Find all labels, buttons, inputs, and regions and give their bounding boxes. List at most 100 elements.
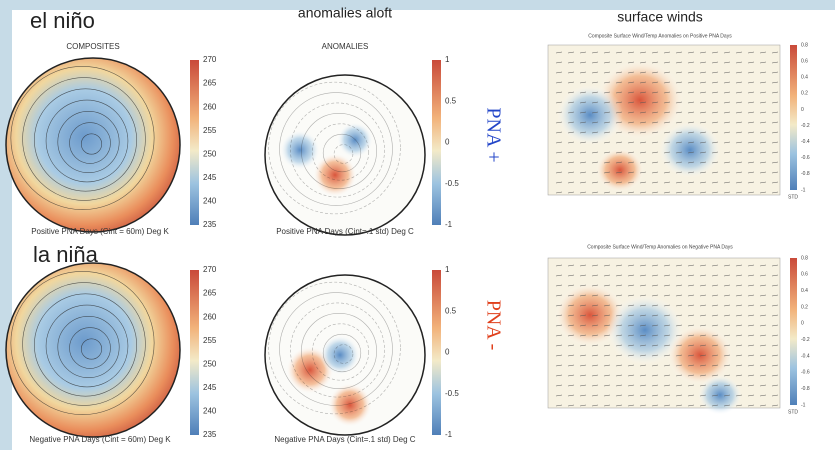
wind-arrow (675, 141, 683, 144)
colorbar-tick-label: -0.8 (801, 386, 810, 392)
wind-arrow (699, 374, 707, 377)
wind-arrow (579, 141, 587, 144)
colorbar (790, 45, 797, 190)
wind-arrow (747, 394, 755, 397)
wind-arrow (759, 141, 767, 144)
wind-arrow (771, 171, 779, 174)
wind-arrow (759, 91, 767, 94)
wind-arrow (591, 141, 599, 144)
panel-title: ANOMALIES (322, 42, 369, 51)
wind-arrow (747, 181, 755, 184)
wind-arrow (699, 344, 707, 347)
wind-arrow (747, 191, 755, 194)
wind-arrow (555, 121, 563, 124)
wind-arrow (747, 294, 755, 297)
wind-arrow (675, 111, 683, 114)
wind-arrow (615, 141, 623, 144)
wind-arrow (603, 71, 611, 74)
wind-arrow (723, 161, 731, 164)
wind-arrow (759, 344, 767, 347)
wind-arrow (699, 334, 707, 337)
colorbar-tick-label: 1 (445, 265, 450, 274)
anomaly-area (595, 148, 645, 192)
wind-arrow (747, 324, 755, 327)
wind-arrow (639, 334, 647, 337)
colorbar-tick-label: 255 (203, 126, 217, 135)
wind-arrow (639, 181, 647, 184)
wind-arrow (723, 141, 731, 144)
wind-arrow (687, 294, 695, 297)
wind-arrow (603, 101, 611, 104)
wind-arrow (747, 264, 755, 267)
wind-arrow (687, 61, 695, 64)
wind-arrow (747, 71, 755, 74)
wind-arrow (555, 131, 563, 134)
wind-arrow (759, 171, 767, 174)
wind-arrow (579, 61, 587, 64)
wind-arrow (687, 151, 695, 154)
wind-arrow (615, 171, 623, 174)
colorbar-tick-label: 250 (203, 149, 217, 158)
wind-arrow (747, 334, 755, 337)
wind-arrow (591, 61, 599, 64)
wind-arrow (747, 344, 755, 347)
wind-arrow (687, 141, 695, 144)
wind-arrow (771, 191, 779, 194)
wind-arrow (615, 111, 623, 114)
wind-arrow (639, 294, 647, 297)
wind-arrow (591, 101, 599, 104)
wind-arrow (627, 161, 635, 164)
wind-arrow (591, 51, 599, 54)
anomaly-area (313, 153, 357, 197)
wind-arrow (639, 394, 647, 397)
wind-arrow (603, 91, 611, 94)
wind-arrow (663, 181, 671, 184)
wind-arrow (675, 191, 683, 194)
wind-arrow (747, 384, 755, 387)
wind-arrow (711, 61, 719, 64)
wind-arrow (759, 304, 767, 307)
wind-arrow (567, 344, 575, 347)
wind-arrow (687, 324, 695, 327)
colorbar-tick-label: 260 (203, 312, 217, 321)
wind-arrow (591, 354, 599, 357)
wind-arrow (639, 151, 647, 154)
wind-arrow (555, 374, 563, 377)
wind-arrow (567, 364, 575, 367)
wind-arrow (771, 354, 779, 357)
colorbar-tick-label: 0 (445, 138, 450, 147)
colorbar-tick-label: -1 (445, 430, 453, 439)
wind-arrow (735, 364, 743, 367)
contour (268, 81, 401, 215)
colorbar-tick-label: 240 (203, 197, 217, 206)
wind-arrow (663, 111, 671, 114)
anomaly-area (659, 122, 721, 178)
wind-arrow (615, 344, 623, 347)
wind-arrow (759, 51, 767, 54)
wind-arrow (591, 81, 599, 84)
wind-arrow (759, 314, 767, 317)
wind-arrow (735, 181, 743, 184)
wind-arrow (627, 304, 635, 307)
wind-arrow (663, 304, 671, 307)
wind-arrow (771, 51, 779, 54)
wind-arrow (675, 264, 683, 267)
wind-arrow (567, 304, 575, 307)
wind-arrow (735, 284, 743, 287)
wind-arrow (759, 191, 767, 194)
wind-arrow (579, 324, 587, 327)
colorbar-tick-label: 1 (445, 55, 450, 64)
wind-arrow (663, 191, 671, 194)
wind-arrow (567, 101, 575, 104)
wind-arrow (747, 374, 755, 377)
wind-arrow (567, 274, 575, 277)
wind-arrow (579, 394, 587, 397)
wind-arrow (711, 121, 719, 124)
contour (57, 110, 120, 174)
wind-arrow (651, 404, 659, 407)
wind-arrow (687, 91, 695, 94)
wind-arrow (771, 151, 779, 154)
wind-arrow (639, 71, 647, 74)
wind-arrow (615, 364, 623, 367)
wind-arrow (567, 374, 575, 377)
